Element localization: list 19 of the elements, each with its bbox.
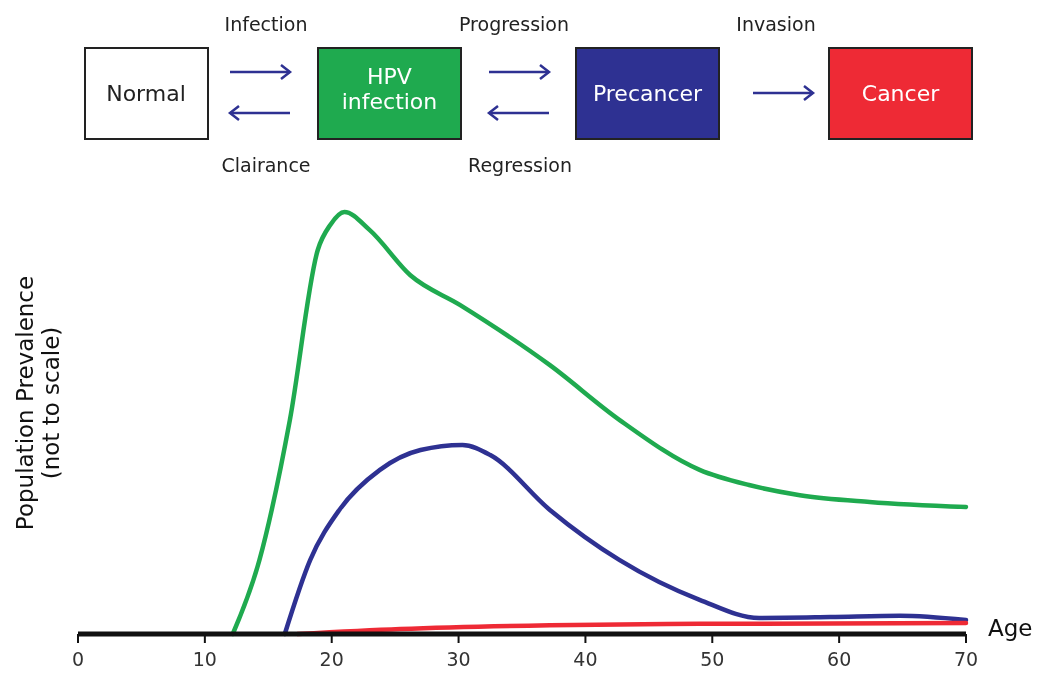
text: Normal — [106, 81, 186, 106]
y-axis-title: Population Prevalence (not to scale) — [12, 275, 64, 531]
x-tick-label: 40 — [573, 648, 598, 670]
x-tick-label: 10 — [192, 648, 217, 670]
x-tick-label: 60 — [827, 648, 852, 670]
text: Precancer — [592, 81, 704, 106]
x-tick-label: 30 — [446, 648, 471, 670]
text: Clairance — [221, 154, 311, 176]
x-axis-title: Age — [988, 615, 1033, 641]
text: Progression — [458, 13, 570, 35]
text: HPV infection — [341, 64, 438, 114]
text: Invasion — [736, 13, 816, 35]
x-tick-label: 70 — [953, 648, 979, 670]
text: Cancer — [861, 81, 941, 106]
x-tick-label: 0 — [71, 648, 85, 670]
text: Infection — [224, 13, 308, 35]
text: Regression — [468, 154, 572, 176]
x-tick-label: 50 — [700, 648, 725, 670]
x-tick-label: 20 — [319, 648, 344, 670]
